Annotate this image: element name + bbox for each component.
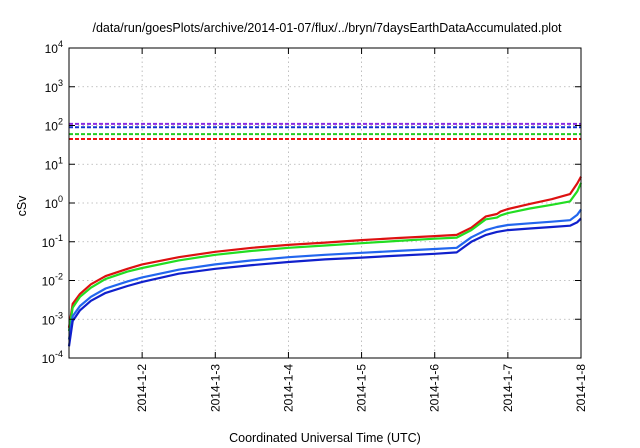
x-tick-label: 2014-1-7 [501, 364, 515, 412]
y-tick-label: 10-4 [42, 349, 63, 366]
x-tick-label: 2014-1-5 [355, 364, 369, 412]
y-axis-label: cSv [15, 195, 29, 217]
y-tick-label: 102 [45, 117, 63, 134]
y-tick-label: 10-3 [42, 310, 63, 327]
x-tick-labels: 2014-1-2 2014-1-3 2014-1-4 2014-1-5 2014-1-6… [135, 364, 588, 412]
grid [69, 48, 581, 358]
series-line [67, 217, 582, 347]
series-line [67, 208, 582, 340]
x-tick-label: 2014-1-2 [135, 364, 149, 412]
x-tick-label: 2014-1-8 [574, 364, 588, 412]
y-tick-label: 103 [45, 78, 63, 95]
y-tick-label: 104 [45, 39, 63, 56]
y-tick-label: 101 [45, 155, 63, 172]
x-tick-label: 2014-1-6 [428, 364, 442, 412]
series-line [67, 176, 582, 328]
y-tick-label: 100 [45, 194, 63, 211]
threshold-lines [69, 122, 581, 140]
series-lines [67, 176, 583, 347]
y-tick-label: 10-2 [42, 272, 63, 289]
x-tick-label: 2014-1-3 [208, 364, 222, 412]
series-line [67, 182, 583, 332]
x-tick-label: 2014-1-4 [281, 364, 295, 412]
y-tick-labels: 10-4 10-3 10-2 10-1 100 101 102 103 104 [42, 39, 63, 366]
y-tick-label: 10-1 [42, 233, 63, 250]
chart-title: /data/run/goesPlots/archive/2014-01-07/f… [92, 21, 562, 35]
axis-ticks [69, 47, 582, 359]
x-axis-label: Coordinated Universal Time (UTC) [229, 431, 421, 445]
